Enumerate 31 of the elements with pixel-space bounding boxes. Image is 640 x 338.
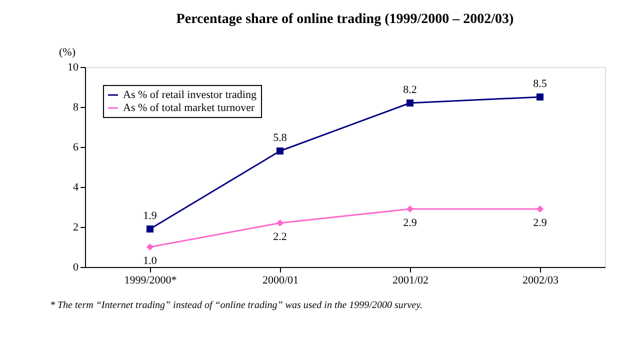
legend-label: As % of total market turnover <box>123 102 255 114</box>
x-tick-label: 2000/01 <box>262 274 299 286</box>
data-label: 1.9 <box>143 210 158 222</box>
point <box>276 147 284 155</box>
y-tick-label: 2 <box>73 222 78 234</box>
chart-title: Percentage share of online trading (1999/2000 – 2002/03) <box>176 12 514 27</box>
y-tick-label: 6 <box>73 142 79 154</box>
y-tick-label: 10 <box>68 62 79 74</box>
point <box>146 243 154 251</box>
point <box>406 99 414 107</box>
data-label: 2.2 <box>273 231 287 243</box>
point <box>146 225 154 233</box>
y-tick-label: 4 <box>73 182 79 194</box>
point <box>536 93 544 101</box>
data-label: 8.2 <box>403 84 417 96</box>
y-tick-label: 8 <box>73 102 79 114</box>
data-label: 8.5 <box>533 78 548 90</box>
x-tick-label: 1999/2000* <box>124 274 177 286</box>
point <box>276 219 284 227</box>
point <box>406 205 414 213</box>
data-label: 1.0 <box>143 255 158 267</box>
data-label: 2.9 <box>403 217 418 229</box>
x-tick-label: 2002/03 <box>522 274 560 286</box>
text: * The term “Internet trading” instead of “online trading” was used in the 1999/2000 survey. <box>50 300 422 311</box>
point <box>536 205 544 213</box>
y-axis-title: (%) <box>59 46 76 58</box>
legend-label: As % of retail investor trading <box>123 89 257 101</box>
y-tick-label: 0 <box>73 262 79 274</box>
data-label: 5.8 <box>273 132 288 144</box>
x-tick-label: 2001/02 <box>392 274 429 286</box>
data-label: 2.9 <box>533 217 548 229</box>
